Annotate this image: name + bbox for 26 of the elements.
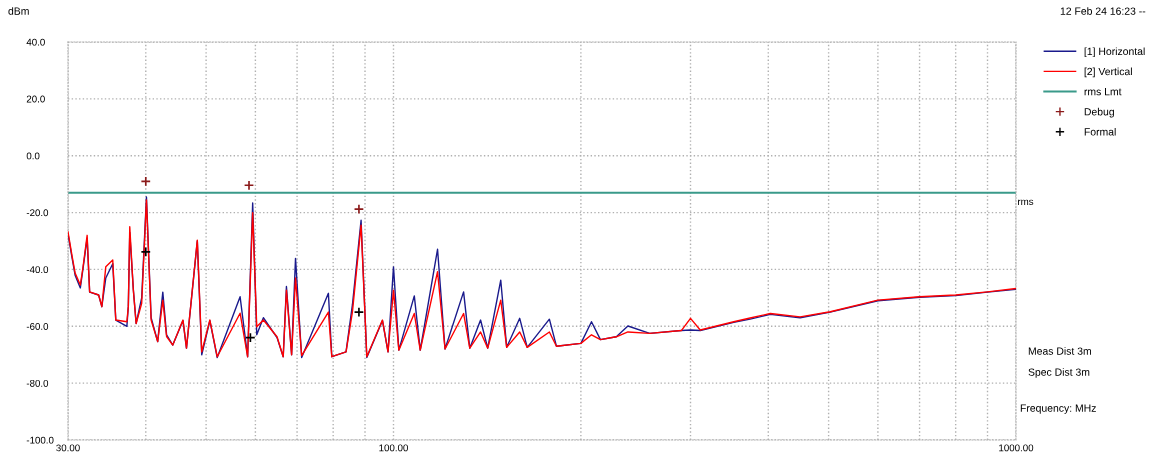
x-tick-label: 100.00 bbox=[379, 444, 408, 452]
legend-label: [1] Horizontal bbox=[1084, 47, 1145, 58]
legend-label: Formal bbox=[1084, 127, 1116, 136]
point bbox=[140, 176, 152, 187]
y-tick-label: 40.0 bbox=[26, 38, 45, 46]
point bbox=[353, 306, 365, 318]
y-tick-label: 20.0 bbox=[26, 95, 45, 103]
y-tick-label: -80.0 bbox=[26, 379, 49, 387]
x-tick-label: 1000.00 bbox=[999, 444, 1034, 452]
x-tick-label: 30.00 bbox=[56, 444, 80, 452]
legend-label: rms Lmt bbox=[1084, 88, 1122, 96]
text: Meas Dist 3m bbox=[1028, 347, 1091, 355]
text: Spec Dist 3m bbox=[1028, 368, 1090, 378]
y-tick-label: -20.0 bbox=[26, 209, 49, 217]
point bbox=[140, 246, 152, 258]
text: 12 Feb 24 16:23 -- bbox=[1060, 7, 1146, 15]
annotation: rms bbox=[1018, 199, 1034, 205]
y-tick-label: -60.0 bbox=[26, 323, 49, 330]
text: Frequency: MHz bbox=[1020, 404, 1096, 414]
legend-label: [2] Vertical bbox=[1084, 67, 1132, 78]
y-tick-label: -40.0 bbox=[26, 266, 49, 274]
y-tick-label: -100.0 bbox=[26, 436, 54, 444]
y-tick-label: 0.0 bbox=[26, 152, 40, 160]
point bbox=[353, 203, 365, 215]
y-axis-title: dBm bbox=[8, 7, 29, 15]
legend-label: Debug bbox=[1084, 107, 1114, 118]
